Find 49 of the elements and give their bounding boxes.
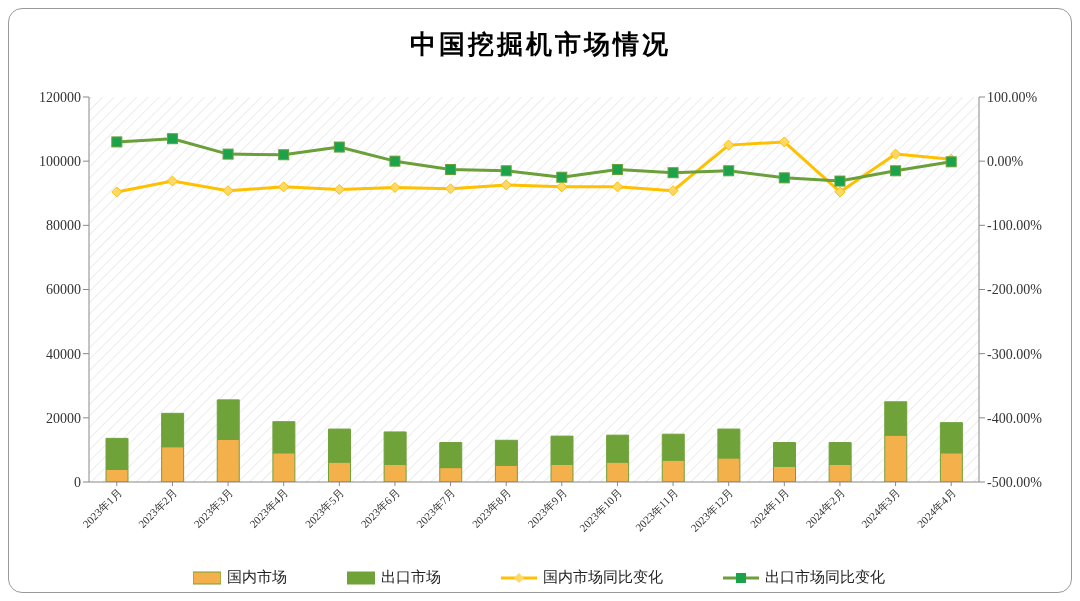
point — [333, 141, 345, 153]
y2-tick-label: -400.00% — [987, 410, 1043, 426]
legend-label: 国内市场同比变化 — [542, 568, 663, 587]
point — [389, 155, 401, 167]
y2-tick-label: 0.00% — [987, 154, 1024, 170]
point — [445, 183, 457, 195]
y-tick-label: 20000 — [46, 410, 81, 426]
point — [556, 171, 568, 183]
y-tick-label: 0 — [74, 474, 81, 490]
point — [500, 165, 512, 177]
point — [723, 165, 735, 177]
point — [278, 149, 290, 161]
point — [723, 139, 735, 151]
point — [445, 164, 457, 176]
point — [333, 183, 345, 195]
point — [667, 167, 679, 179]
point — [611, 164, 623, 176]
point — [890, 165, 902, 177]
point — [389, 181, 401, 193]
legend-label: 国内市场 — [226, 568, 287, 587]
point — [556, 181, 568, 193]
point — [834, 186, 846, 198]
legend-label: 出口市场 — [380, 568, 441, 587]
y-tick-label: 60000 — [46, 282, 81, 298]
y2-tick-label: -200.00% — [987, 282, 1043, 298]
y-tick-label: 40000 — [46, 346, 81, 362]
y2-tick-label: 100.00% — [987, 89, 1038, 105]
point — [778, 136, 790, 148]
y-tick-label: 100000 — [39, 154, 81, 170]
point — [890, 148, 902, 160]
chart-title: 中国挖掘机市场情况 — [408, 28, 672, 61]
y2-tick-label: -100.00% — [987, 218, 1043, 234]
point — [222, 148, 234, 160]
point — [834, 175, 846, 187]
y-tick-label: 120000 — [39, 89, 81, 105]
point — [278, 181, 290, 193]
y2-tick-label: -500.00% — [987, 474, 1043, 490]
point — [667, 185, 679, 197]
point — [500, 179, 512, 191]
y2-tick-label: -300.00% — [987, 346, 1043, 362]
point — [611, 181, 623, 193]
point — [778, 172, 790, 184]
point — [166, 133, 178, 145]
legend-label: 出口市场同比变化 — [764, 568, 885, 587]
point — [166, 175, 178, 187]
point — [222, 185, 234, 197]
point — [111, 136, 123, 148]
y-tick-label: 80000 — [46, 218, 81, 234]
point — [111, 186, 123, 198]
